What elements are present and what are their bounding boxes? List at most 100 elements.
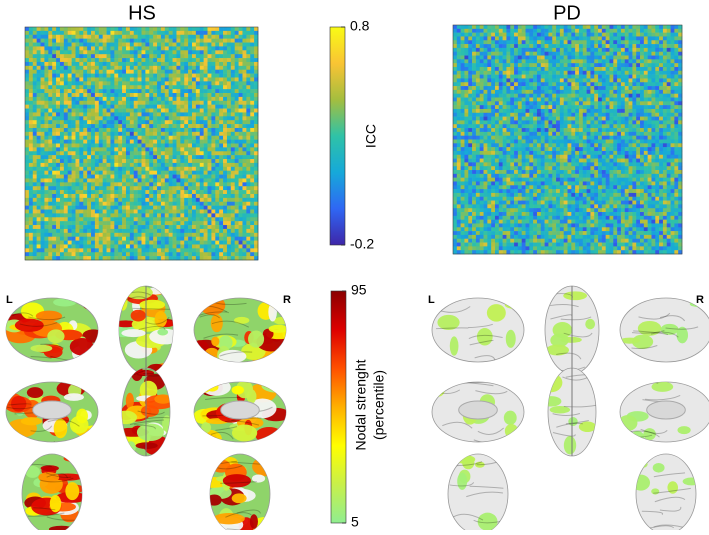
matrix-cell [203, 244, 208, 249]
matrix-cell [510, 28, 515, 33]
matrix-cell [32, 131, 37, 137]
matrix-cell [102, 244, 107, 249]
matrix-cell [149, 244, 154, 249]
matrix-cell [632, 40, 637, 45]
matrix-cell [63, 116, 69, 121]
matrix-cell [67, 89, 72, 94]
matrix-cell [203, 209, 208, 214]
matrix-cell [453, 86, 458, 91]
matrix-cell [632, 63, 637, 68]
matrix-cell [36, 244, 41, 249]
matrix-cell [79, 244, 84, 249]
matrix-cell [502, 93, 507, 98]
matrix-cell [118, 27, 123, 32]
matrix-cell [571, 40, 576, 45]
matrix-cell [590, 51, 595, 56]
matrix-cell [145, 205, 150, 210]
matrix-cell [238, 236, 243, 241]
matrix-cell [110, 256, 115, 261]
matrix-cell [533, 32, 538, 37]
matrix-cell [168, 100, 173, 105]
matrix-cell [226, 127, 232, 133]
matrix-cell [494, 28, 500, 33]
matrix-cell [110, 151, 115, 156]
matrix-cell [552, 40, 557, 45]
matrix-cell [242, 34, 247, 39]
matrix-cell [102, 50, 107, 55]
matrix-cell [59, 116, 65, 121]
matrix-cell [246, 65, 251, 71]
matrix-cell [36, 108, 41, 113]
matrix-cell [83, 108, 88, 113]
matrix-cell [153, 151, 158, 156]
matrix-cell [207, 139, 212, 144]
matrix-cell [254, 104, 259, 109]
matrix-cell [188, 190, 193, 195]
matrix-cell [620, 93, 626, 98]
matrix-cell [44, 170, 49, 175]
matrix-cell [559, 82, 564, 87]
matrix-cell [118, 104, 123, 109]
matrix-cell [184, 38, 189, 43]
matrix-cell [468, 32, 473, 37]
matrix-cell [133, 69, 138, 74]
matrix-cell [157, 38, 162, 43]
matrix-cell [106, 248, 111, 253]
matrix-cell [215, 186, 220, 191]
matrix-cell [125, 69, 131, 74]
matrix-cell [586, 97, 591, 102]
matrix-cell [63, 244, 69, 249]
matrix-cell [234, 58, 239, 63]
matrix-cell [674, 74, 679, 79]
matrix-cell [502, 32, 507, 37]
matrix-cell [456, 51, 461, 56]
matrix-cell [670, 66, 675, 72]
matrix-cell [460, 97, 465, 102]
matrix-cell [149, 131, 154, 137]
matrix-cell [180, 252, 185, 257]
matrix-cell [203, 155, 208, 160]
matrix-cell [164, 209, 169, 214]
matrix-cell [87, 143, 92, 148]
matrix-cell [118, 151, 123, 156]
matrix-cell [548, 63, 553, 68]
matrix-cell [52, 120, 57, 125]
matrix-cell [487, 32, 492, 37]
matrix-cell [110, 42, 115, 47]
matrix-cell [211, 77, 216, 82]
matrix-cell [215, 162, 220, 168]
matrix-cell [28, 135, 34, 140]
matrix-cell [188, 135, 193, 140]
matrix-cell [59, 131, 65, 137]
matrix-cell [114, 244, 119, 249]
matrix-cell [219, 256, 224, 261]
matrix-cell [494, 82, 500, 87]
matrix-cell [153, 81, 158, 86]
matrix-cell [164, 240, 169, 245]
matrix-cell [164, 124, 169, 129]
matrix-cell [168, 54, 173, 59]
matrix-cell [56, 42, 61, 47]
matrix-cell [32, 232, 37, 237]
matrix-cell [230, 143, 235, 148]
matrix-cell [98, 244, 103, 249]
matrix-cell [44, 65, 49, 71]
matrix-cell [160, 244, 166, 249]
matrix-cell [79, 201, 84, 206]
matrix-cell [199, 232, 204, 237]
matrix-cell [215, 58, 220, 63]
matrix-cell [75, 166, 80, 171]
matrix-cell [188, 65, 193, 71]
matrix-cell [59, 54, 65, 59]
matrix-cell [118, 143, 123, 148]
matrix-cell [25, 178, 30, 183]
matrix-cell [521, 66, 526, 72]
matrix-cell [184, 228, 189, 234]
matrix-cell [129, 143, 135, 148]
matrix-cell [605, 55, 610, 60]
matrix-cell [674, 36, 679, 41]
matrix-cell [114, 89, 119, 94]
matrix-cell [548, 86, 553, 91]
matrix-cell [188, 116, 193, 121]
matrix-cell [510, 74, 515, 79]
